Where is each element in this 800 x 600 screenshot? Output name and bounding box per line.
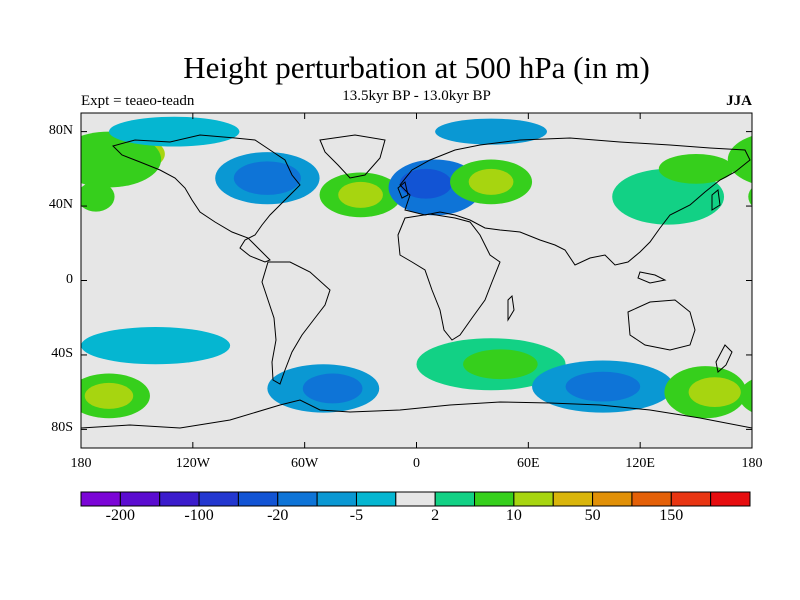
y-tick-label: 0 <box>66 271 73 287</box>
colorbar-swatch <box>237 491 279 507</box>
anomaly-blob <box>752 327 800 364</box>
anomaly-blob <box>84 382 134 409</box>
y-tick-label: 40N <box>48 197 73 213</box>
anomaly-blob <box>435 118 547 145</box>
coast-south-america <box>261 261 331 385</box>
coast-greenland <box>319 134 386 179</box>
colorbar-label: 10 <box>505 507 522 524</box>
colorbar <box>80 491 751 507</box>
colorbar-swatch <box>80 491 121 507</box>
coast-australia <box>627 299 696 351</box>
anomaly-blob <box>233 161 301 195</box>
axis-ticks <box>80 113 753 448</box>
colorbar-swatch <box>159 491 200 507</box>
colorbar-swatch <box>592 491 633 507</box>
anomaly-blob <box>727 135 752 184</box>
anomaly-blob <box>81 131 162 188</box>
coast-africa <box>397 213 501 341</box>
anomaly-blob <box>302 373 363 404</box>
colorbar-label: -100 <box>184 507 214 524</box>
anomaly-blob <box>0 154 62 184</box>
colorbar-swatch <box>395 491 436 507</box>
x-tick-label: 180 <box>741 456 763 471</box>
coast-eurasia <box>399 137 751 266</box>
anomaly-blob <box>468 168 514 195</box>
anomaly-blob <box>81 181 115 212</box>
chart-title: Height perturbation at 500 hPa (in m) <box>183 50 650 85</box>
x-tick-label: 120W <box>175 456 210 471</box>
anomaly-blob <box>81 327 231 365</box>
anomaly-blob <box>565 371 641 402</box>
anomaly-blob <box>399 168 452 199</box>
y-tick-label: 40S <box>51 345 73 361</box>
coast-north-america <box>112 134 301 263</box>
season-label: JJA <box>726 93 752 109</box>
coast-antarctica <box>81 399 752 429</box>
colorbar-swatch <box>670 491 712 507</box>
x-tick-label: 60W <box>291 456 319 471</box>
colorbar-label: 2 <box>431 507 440 524</box>
colorbar-label: -5 <box>349 507 364 524</box>
y-tick-label: 80N <box>48 122 73 138</box>
colorbar-swatch <box>631 491 672 507</box>
colorbar-swatch <box>119 491 161 507</box>
coast-madagascar <box>507 294 515 322</box>
anomaly-blob <box>688 377 741 408</box>
anomaly-blob <box>780 117 800 147</box>
time-period-label: 13.5kyr BP - 13.0kyr BP <box>342 88 491 104</box>
colorbar-label: -20 <box>267 507 289 524</box>
colorbar-swatch <box>434 491 476 507</box>
colorbar-swatch <box>513 491 554 507</box>
anomaly-blob <box>463 349 538 380</box>
colorbar-swatch <box>198 491 239 507</box>
x-tick-label: 0 <box>413 456 420 471</box>
anomaly-blob <box>748 187 752 206</box>
colorbar-swatch <box>474 491 515 507</box>
colorbar-swatch <box>710 491 751 507</box>
colorbar-swatch <box>277 491 318 507</box>
coast-uk <box>397 181 409 199</box>
anomaly-field <box>0 116 800 419</box>
colorbar-label: 150 <box>659 507 684 524</box>
anomaly-blob <box>658 153 734 184</box>
coast-new-zealand <box>715 344 733 373</box>
colorbar-swatch <box>355 491 397 507</box>
colorbar-swatch <box>552 491 594 507</box>
x-tick-label: 180 <box>70 456 92 471</box>
anomaly-blob <box>108 116 240 147</box>
colorbar-label: -200 <box>105 507 135 524</box>
anomaly-blob <box>761 135 800 172</box>
anomaly-blob <box>0 169 53 225</box>
y-tick-label: 80S <box>51 420 73 436</box>
coastlines <box>81 134 752 429</box>
anomaly-blob <box>18 377 70 407</box>
anomaly-blob <box>756 383 800 409</box>
colorbar-swatch <box>316 491 357 507</box>
x-tick-label: 120E <box>625 456 655 471</box>
coast-indonesia <box>637 271 667 284</box>
coast-japan <box>711 189 721 211</box>
experiment-label: Expt = teaeo-teadn <box>81 93 195 109</box>
anomaly-blob <box>338 181 383 208</box>
anomaly-blob <box>0 366 75 418</box>
anomaly-blob <box>0 361 3 413</box>
colorbar-label: 50 <box>584 507 601 524</box>
x-tick-label: 60E <box>517 456 540 471</box>
